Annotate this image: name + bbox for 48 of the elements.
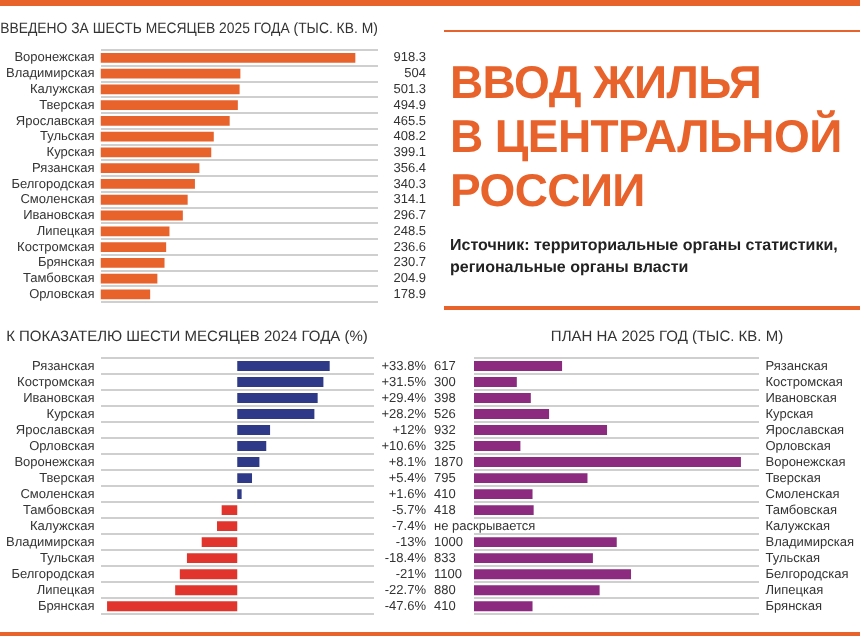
bar — [474, 553, 593, 564]
bar — [175, 585, 238, 596]
bar — [100, 163, 200, 174]
bar — [100, 273, 158, 284]
bar — [100, 289, 151, 300]
bar — [100, 84, 240, 95]
bar — [474, 585, 600, 596]
bar — [201, 537, 238, 548]
bar — [237, 377, 324, 387]
bar — [474, 361, 563, 371]
text: ВВОД ЖИЛЬЯ В ЦЕНТРАЛЬНОЙ РОССИИ — [450, 56, 844, 218]
text: Источник: территориальные органы статистики, региональные органы власти — [450, 234, 840, 278]
bar — [100, 100, 238, 111]
bar — [474, 537, 617, 548]
bar — [100, 210, 183, 221]
bar — [237, 457, 260, 468]
bar — [474, 409, 550, 420]
bar — [100, 194, 188, 205]
bar — [474, 393, 531, 403]
bar — [100, 179, 195, 189]
bar — [100, 68, 241, 79]
bar — [237, 425, 271, 436]
bar — [474, 377, 517, 387]
bar — [474, 601, 533, 612]
bar — [474, 473, 588, 484]
bar — [474, 505, 534, 516]
bar — [107, 601, 238, 612]
bar — [217, 521, 238, 532]
bar — [100, 226, 170, 237]
bar — [237, 361, 330, 371]
bar — [237, 473, 253, 484]
bar — [474, 489, 533, 500]
bar — [474, 425, 608, 436]
bar — [237, 409, 315, 420]
bar — [237, 441, 267, 452]
bar — [186, 553, 238, 564]
bar — [100, 131, 214, 142]
bar — [221, 505, 238, 516]
bar — [237, 393, 318, 403]
bar — [474, 441, 521, 452]
bar — [474, 569, 632, 580]
bar — [100, 257, 165, 268]
bar — [100, 242, 167, 252]
bar — [100, 147, 212, 158]
bar — [100, 116, 230, 126]
bar — [179, 569, 238, 580]
bar — [474, 457, 741, 468]
bar — [100, 53, 356, 63]
